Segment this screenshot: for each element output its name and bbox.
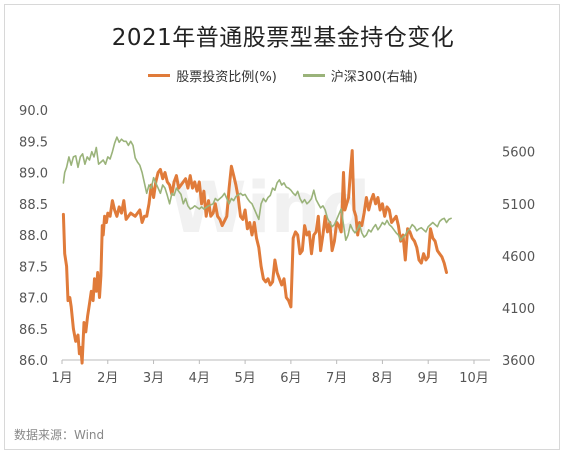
y-right-tick-label: 5100: [502, 198, 535, 213]
y-left-tick-label: 86.5: [19, 323, 48, 338]
chart-frame: [4, 4, 560, 450]
y-right-tick-label: 4100: [502, 302, 535, 317]
legend-item-csi300: 沪深300(右轴): [302, 66, 418, 85]
chart-title: 2021年普通股票型基金持仓变化: [111, 25, 455, 51]
x-tick-label: 10月: [459, 371, 489, 386]
y-left-tick-label: 88.0: [19, 229, 48, 244]
chart-legend: 股票投资比例(%) 沪深300(右轴): [0, 66, 566, 85]
x-tick-label: 7月: [326, 371, 347, 386]
y-left-tick-label: 87.0: [19, 292, 48, 307]
y-left-tick-label: 87.5: [19, 260, 48, 275]
legend-label-csi300: 沪深300(右轴): [330, 70, 418, 85]
y-left-tick-label: 86.0: [19, 354, 48, 369]
legend-item-stock-ratio: 股票投资比例(%): [148, 66, 277, 85]
x-tick-label: 9月: [418, 371, 439, 386]
legend-swatch-stock-ratio: [148, 74, 171, 77]
source-note: 数据来源：Wind: [14, 428, 105, 442]
x-tick-label: 6月: [280, 371, 301, 386]
x-tick-label: 4月: [189, 371, 210, 386]
y-right-tick-label: 5600: [502, 146, 535, 161]
x-tick-label: 5月: [234, 371, 255, 386]
y-right-tick-label: 3600: [502, 354, 535, 369]
y-left-tick-label: 89.0: [19, 167, 48, 182]
x-tick-label: 1月: [51, 371, 72, 386]
y-left-tick-label: 89.5: [19, 135, 48, 150]
y-left-tick-label: 88.5: [19, 198, 48, 213]
y-left-tick-label: 90.0: [19, 104, 48, 119]
x-tick-label: 8月: [372, 371, 393, 386]
series-line-stock-ratio: [61, 149, 448, 365]
x-tick-label: 2月: [97, 371, 118, 386]
series-line-csi300: [62, 136, 452, 241]
y-right-tick-label: 4600: [502, 250, 535, 265]
legend-label-stock-ratio: 股票投资比例(%): [176, 70, 277, 85]
x-tick-label: 3月: [143, 371, 164, 386]
legend-swatch-csi300: [302, 74, 325, 77]
